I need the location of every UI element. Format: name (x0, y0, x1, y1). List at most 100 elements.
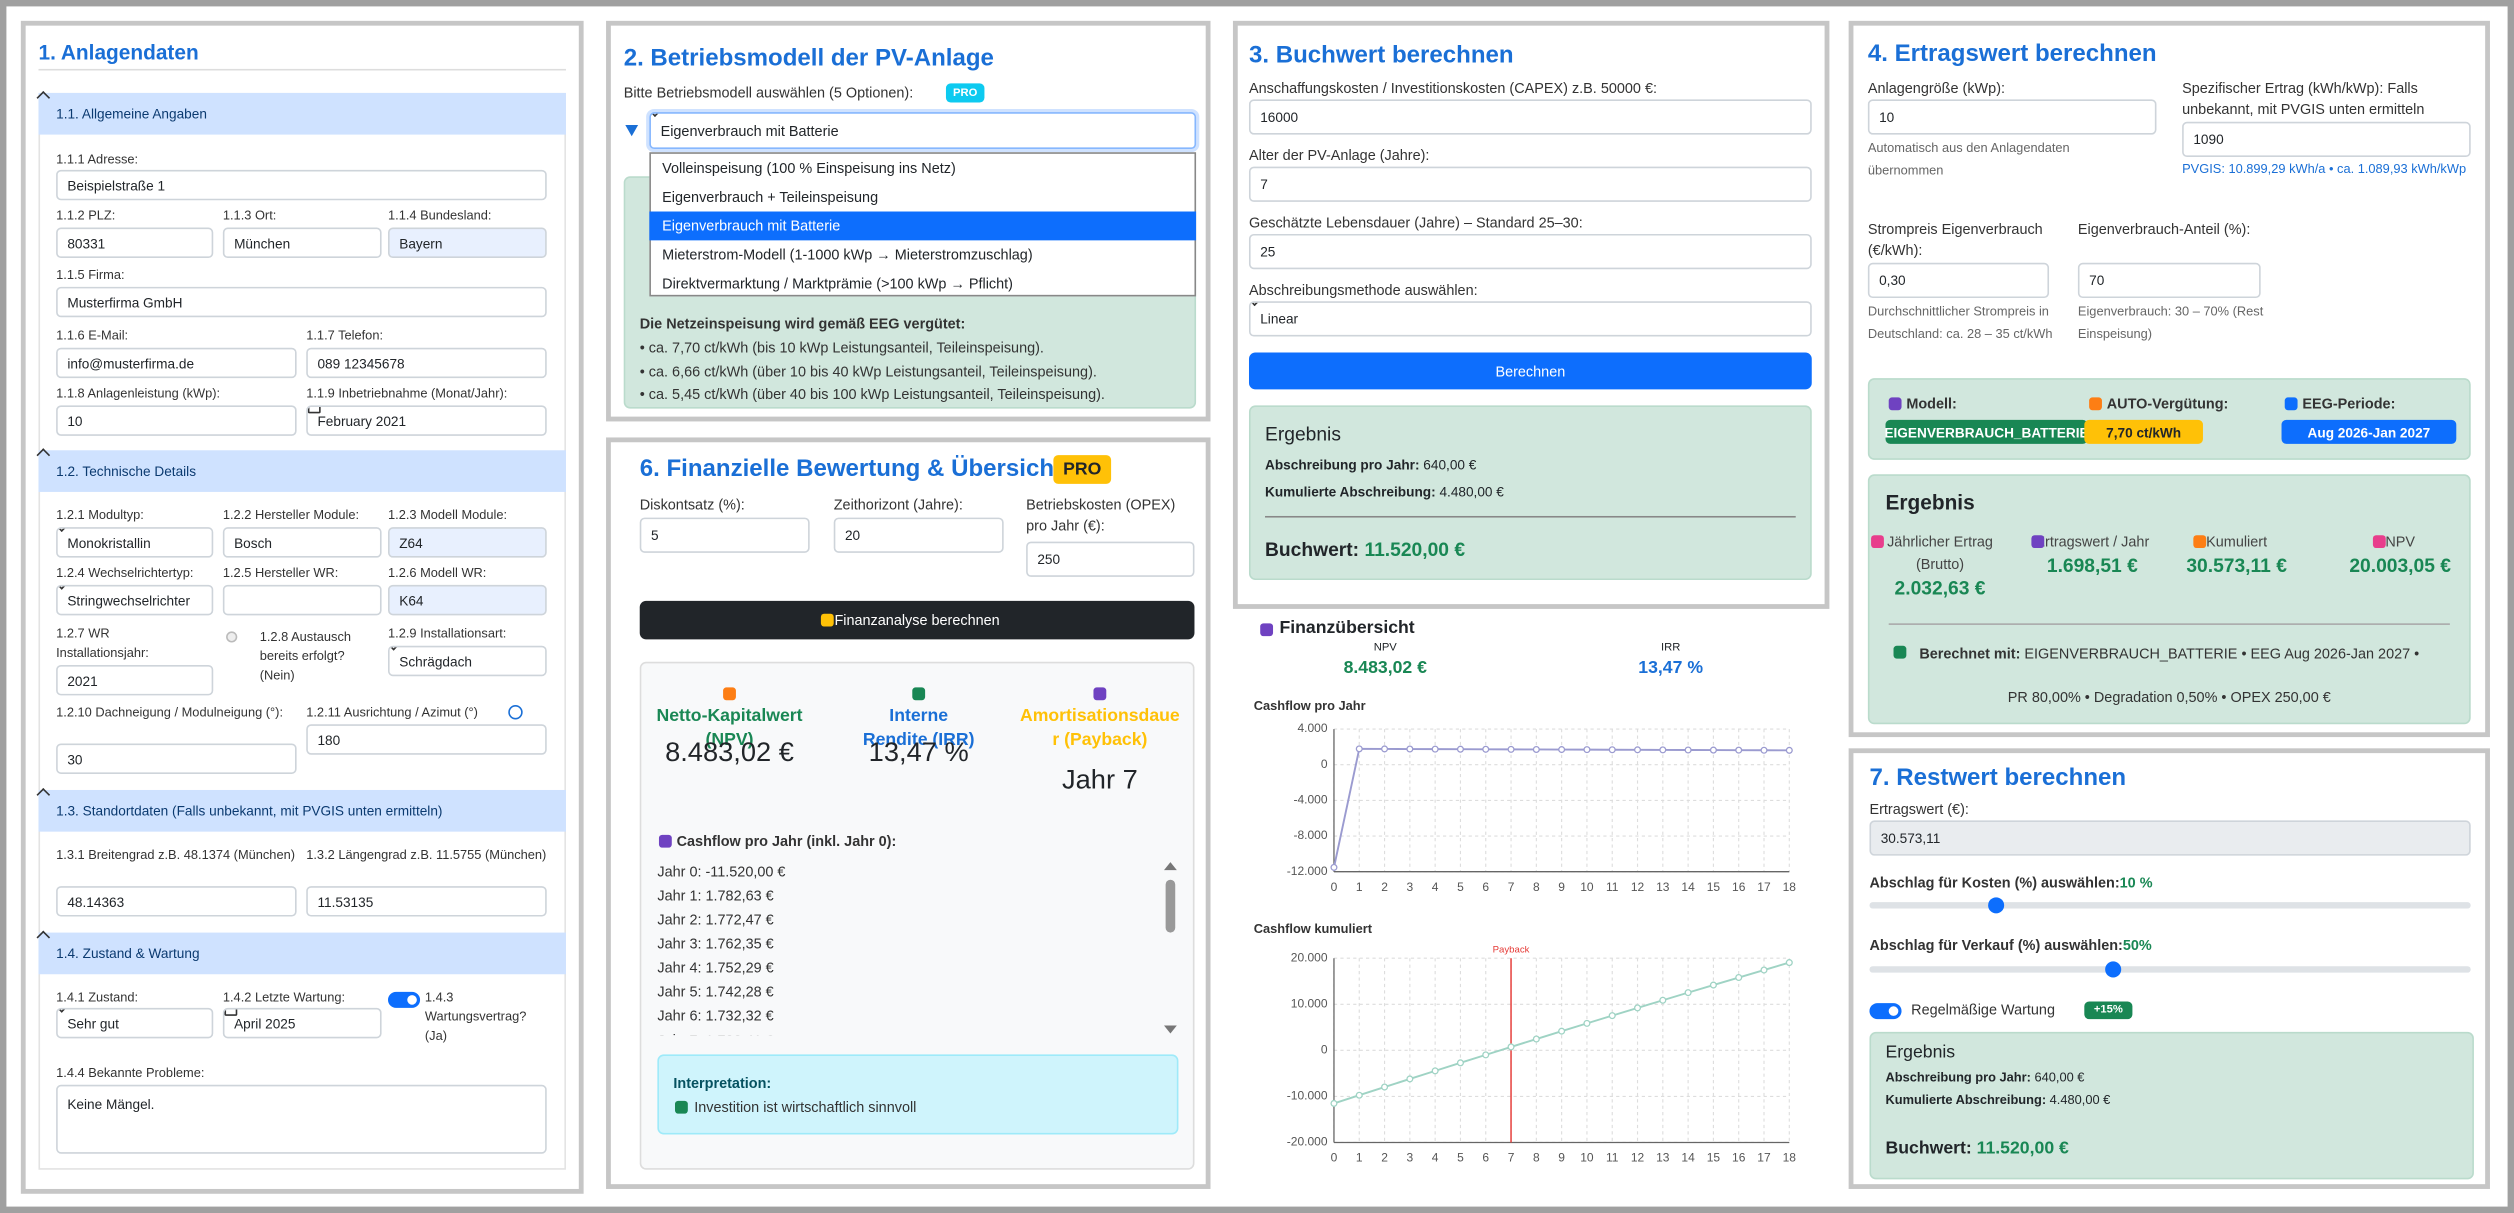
field-label: Geschätzte Lebensdauer (Jahre) – Standar… (1248, 214, 1583, 231)
input[interactable]: Linear (1248, 301, 1812, 337)
field-label: 1.2.6 Modell WR: (388, 565, 487, 581)
dropdown-option[interactable]: Direktvermarktung / Marktprämie (>100 kW… (662, 275, 1013, 292)
toggle[interactable] (1869, 1003, 1902, 1020)
input[interactable]: 089 12345678 (306, 347, 547, 379)
model-select[interactable]: Eigenverbrauch mit Batterie (649, 112, 1197, 150)
y-tick-label: -4.000 (1293, 793, 1327, 807)
divider (38, 68, 566, 71)
slider-track[interactable] (1869, 902, 2471, 909)
dropdown-option[interactable]: Eigenverbrauch mit Batterie (649, 211, 1197, 241)
scrollbar-thumb[interactable] (1165, 879, 1176, 933)
slider-thumb[interactable] (2105, 961, 2122, 978)
input[interactable]: 180 (306, 724, 547, 755)
toggle[interactable] (388, 991, 421, 1008)
result-row: Kumulierte Abschreibung: 4.480,00 € (1265, 484, 1504, 500)
x-tick-label: 14 (1681, 880, 1695, 894)
input[interactable]: 30.573,11 (1869, 820, 2471, 856)
input[interactable]: 11.53135 (306, 886, 547, 917)
input[interactable]: München (222, 227, 382, 258)
result-box (1248, 405, 1812, 581)
basis-label: Berechnet mit: (1919, 645, 2021, 662)
field-label: Betriebskosten (OPEX) pro Jahr (€): (1026, 496, 1176, 534)
input[interactable]: 30 (56, 743, 297, 774)
input[interactable]: April 2025 (222, 1007, 382, 1039)
analysis-button[interactable]: Finanzanalyse berechnen (639, 600, 1195, 640)
input[interactable]: 16000 (1248, 99, 1812, 135)
input[interactable]: 25 (1248, 233, 1812, 270)
input[interactable]: 0,30 (1867, 262, 2050, 299)
cashflow-row: Jahr 4: 1.752,29 € (657, 959, 774, 976)
input[interactable]: 48.14363 (56, 886, 297, 917)
dropdown-option[interactable]: Volleinspeisung (100 % Einspeisung ins N… (662, 160, 956, 177)
total-label: Buchwert: (1885, 1139, 1972, 1159)
input[interactable]: Z64 (388, 527, 547, 558)
x-tick-label: 12 (1631, 880, 1645, 894)
input[interactable]: 2021 (56, 664, 214, 696)
collapse-chevron (36, 930, 51, 945)
icon (1888, 397, 1902, 411)
input[interactable]: Monokristallin (56, 527, 214, 558)
slider-thumb[interactable] (1988, 897, 2005, 914)
input[interactable]: 7 (1248, 166, 1812, 202)
kpi: Jährlicher Ertrag (Brutto) 2.032,63 € (1868, 530, 2012, 600)
section-header[interactable]: 1.4. Zustand & Wartung (36, 930, 566, 975)
input[interactable] (222, 584, 382, 616)
x-tick-label: 8 (1533, 880, 1540, 894)
input[interactable]: Beispielstraße 1 (56, 169, 547, 201)
dropdown-option[interactable]: Mieterstrom-Modell (1-1000 kWp → Mieters… (662, 246, 1033, 263)
input[interactable]: 70 (2077, 262, 2261, 299)
input[interactable]: Musterfirma GmbH (56, 286, 547, 318)
field-label: 1.2.9 Installationsart: (388, 626, 507, 641)
x-tick-label: 7 (1508, 880, 1515, 894)
dropdown-option[interactable]: Eigenverbrauch + Teileinspeisung (662, 189, 879, 206)
input[interactable]: 10 (56, 405, 297, 436)
row-label: Kumulierte Abschreibung: (1265, 483, 1436, 500)
field-label: 1.3.1 Breitengrad z.B. 48.1374 (München) (56, 847, 295, 863)
icon (912, 687, 926, 701)
x-tick-label: 3 (1407, 880, 1414, 894)
input[interactable]: 5 (639, 517, 810, 553)
y-tick-label: -20.000 (1287, 1135, 1328, 1149)
chart-title: Cashflow pro Jahr (1254, 698, 1366, 713)
input[interactable]: 250 (1026, 541, 1195, 577)
input[interactable]: February 2021 (306, 405, 547, 436)
kpi: Ertragswert / Jahr 1.698,51 € (2028, 530, 2156, 577)
point (1532, 745, 1540, 753)
input[interactable]: 10 (1867, 99, 2157, 135)
chevron (57, 1009, 68, 1013)
kpi-value: 13,47 % (868, 737, 969, 768)
x-tick-label: 7 (1508, 1151, 1515, 1165)
kpi-value: 8.483,02 € (665, 737, 794, 768)
input[interactable]: Sehr gut (56, 1007, 214, 1039)
section-header[interactable]: 1.1. Allgemeine Angaben (36, 90, 566, 135)
x-tick-label: 0 (1331, 1151, 1338, 1165)
input[interactable]: Bayern (388, 227, 547, 258)
calc-params: PR 80,00% • Degradation 0,50% • OPEX 250… (2007, 689, 2331, 706)
slider-track[interactable] (1869, 966, 2471, 973)
x-tick-label: 9 (1558, 1151, 1565, 1165)
input[interactable]: Keine Mängel. (56, 1084, 547, 1154)
field-label: 1.1.8 Anlagenleistung (kWp): (56, 386, 221, 401)
calculate-button[interactable]: Berechnen (1248, 352, 1812, 390)
input[interactable]: 20 (833, 517, 1004, 553)
x-tick-label: 12 (1631, 1151, 1645, 1165)
input[interactable]: 1090 (2182, 121, 2471, 158)
checkbox[interactable] (226, 631, 238, 643)
input[interactable]: Stringwechselrichter (56, 584, 214, 616)
collapse-chevron (36, 787, 51, 802)
cashflow-row: Jahr 6: 1.732,32 € (657, 1007, 774, 1024)
input[interactable]: K64 (388, 584, 547, 616)
kpi-value: 20.003,05 € (2349, 554, 2452, 577)
input[interactable]: info@musterfirma.de (56, 347, 297, 379)
input[interactable]: 80331 (56, 227, 214, 258)
kpi-label: Interne Rendite (IRR) (862, 706, 975, 750)
input[interactable]: Bosch (222, 527, 382, 558)
slider-label: Abschlag für Verkauf (%) auswählen:50% (1869, 936, 2151, 957)
input[interactable]: Schrägdach (388, 645, 547, 677)
x-tick-label: 17 (1757, 1151, 1771, 1165)
section-header[interactable]: 1.3. Standortdaten (Falls unbekannt, mit… (36, 787, 566, 832)
result-total: Buchwert: 11.520,00 € (1886, 1139, 2069, 1158)
section-header[interactable]: 1.2. Technische Details (36, 448, 566, 492)
point (1330, 1099, 1338, 1107)
